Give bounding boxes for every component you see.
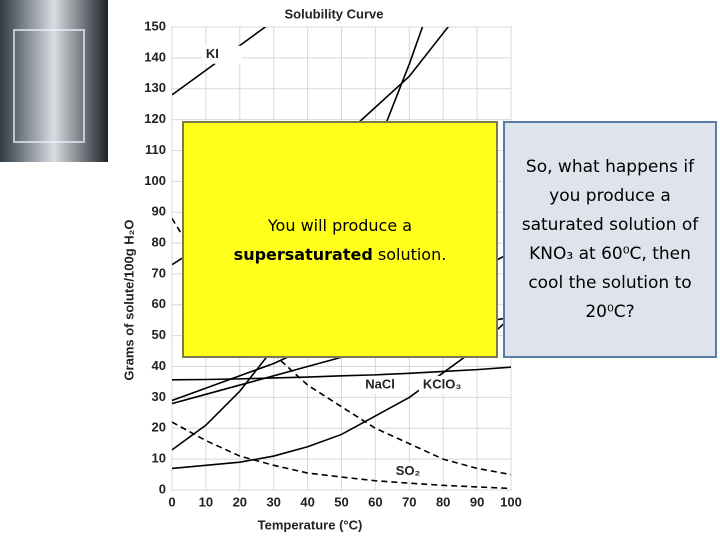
x-tick-label: 30	[266, 494, 280, 509]
y-tick-label: 120	[144, 111, 166, 126]
series-label: NaCl	[365, 376, 395, 391]
y-tick-label: 70	[152, 265, 166, 280]
answer-box: You will produce a supersaturated solutio…	[182, 121, 498, 358]
y-tick-label: 30	[152, 389, 166, 404]
x-tick-label: 20	[233, 494, 247, 509]
series-label-bg	[201, 45, 242, 64]
y-tick-label: 50	[152, 327, 166, 342]
answer-text: You will produce a supersaturated solutio…	[234, 211, 447, 269]
y-tick-label: 20	[152, 420, 166, 435]
beaker-glass	[13, 29, 85, 143]
x-tick-label: 80	[436, 494, 450, 509]
series-line	[172, 316, 511, 470]
series-line	[172, 421, 511, 490]
x-tick-label: 0	[168, 494, 175, 509]
x-tick-label: 10	[199, 494, 213, 509]
y-axis-label: Grams of solute/100g H₂O	[121, 219, 136, 380]
x-tick-label: 90	[470, 494, 484, 509]
x-axis-label: Temperature (°C)	[258, 517, 363, 532]
y-tick-label: 140	[144, 49, 166, 64]
series-label: KI	[206, 46, 219, 61]
y-tick-label: 40	[152, 358, 166, 373]
question-box: So, what happens if you produce a satura…	[503, 121, 717, 358]
y-tick-label: 100	[144, 173, 166, 188]
y-tick-label: 150	[144, 18, 166, 33]
x-tick-label: 50	[334, 494, 348, 509]
question-text: So, what happens if you produce a satura…	[521, 156, 699, 322]
y-tick-label: 60	[152, 296, 166, 311]
y-tick-label: 80	[152, 235, 166, 250]
x-tick-label: 70	[402, 494, 416, 509]
y-tick-label: 130	[144, 80, 166, 95]
y-tick-label: 90	[152, 204, 166, 219]
series-label-bg	[361, 376, 402, 395]
y-tick-label: 0	[159, 481, 166, 496]
x-tick-label: 100	[500, 494, 522, 509]
answer-part: solution.	[372, 244, 447, 264]
beaker-photo	[0, 0, 108, 162]
y-tick-label: 110	[145, 142, 166, 157]
x-tick-label: 40	[300, 494, 314, 509]
x-tick-label: 60	[368, 494, 382, 509]
y-tick-label: 10	[152, 451, 166, 466]
series-label-bg	[418, 376, 459, 395]
series-label: KClO₃	[423, 376, 462, 391]
series-label: SO₂	[396, 463, 421, 478]
chart-title: Solubility Curve	[285, 6, 384, 21]
series-label-bg	[391, 462, 432, 481]
answer-part: You will produce a	[267, 215, 413, 235]
answer-bold: supersaturated	[233, 244, 373, 264]
